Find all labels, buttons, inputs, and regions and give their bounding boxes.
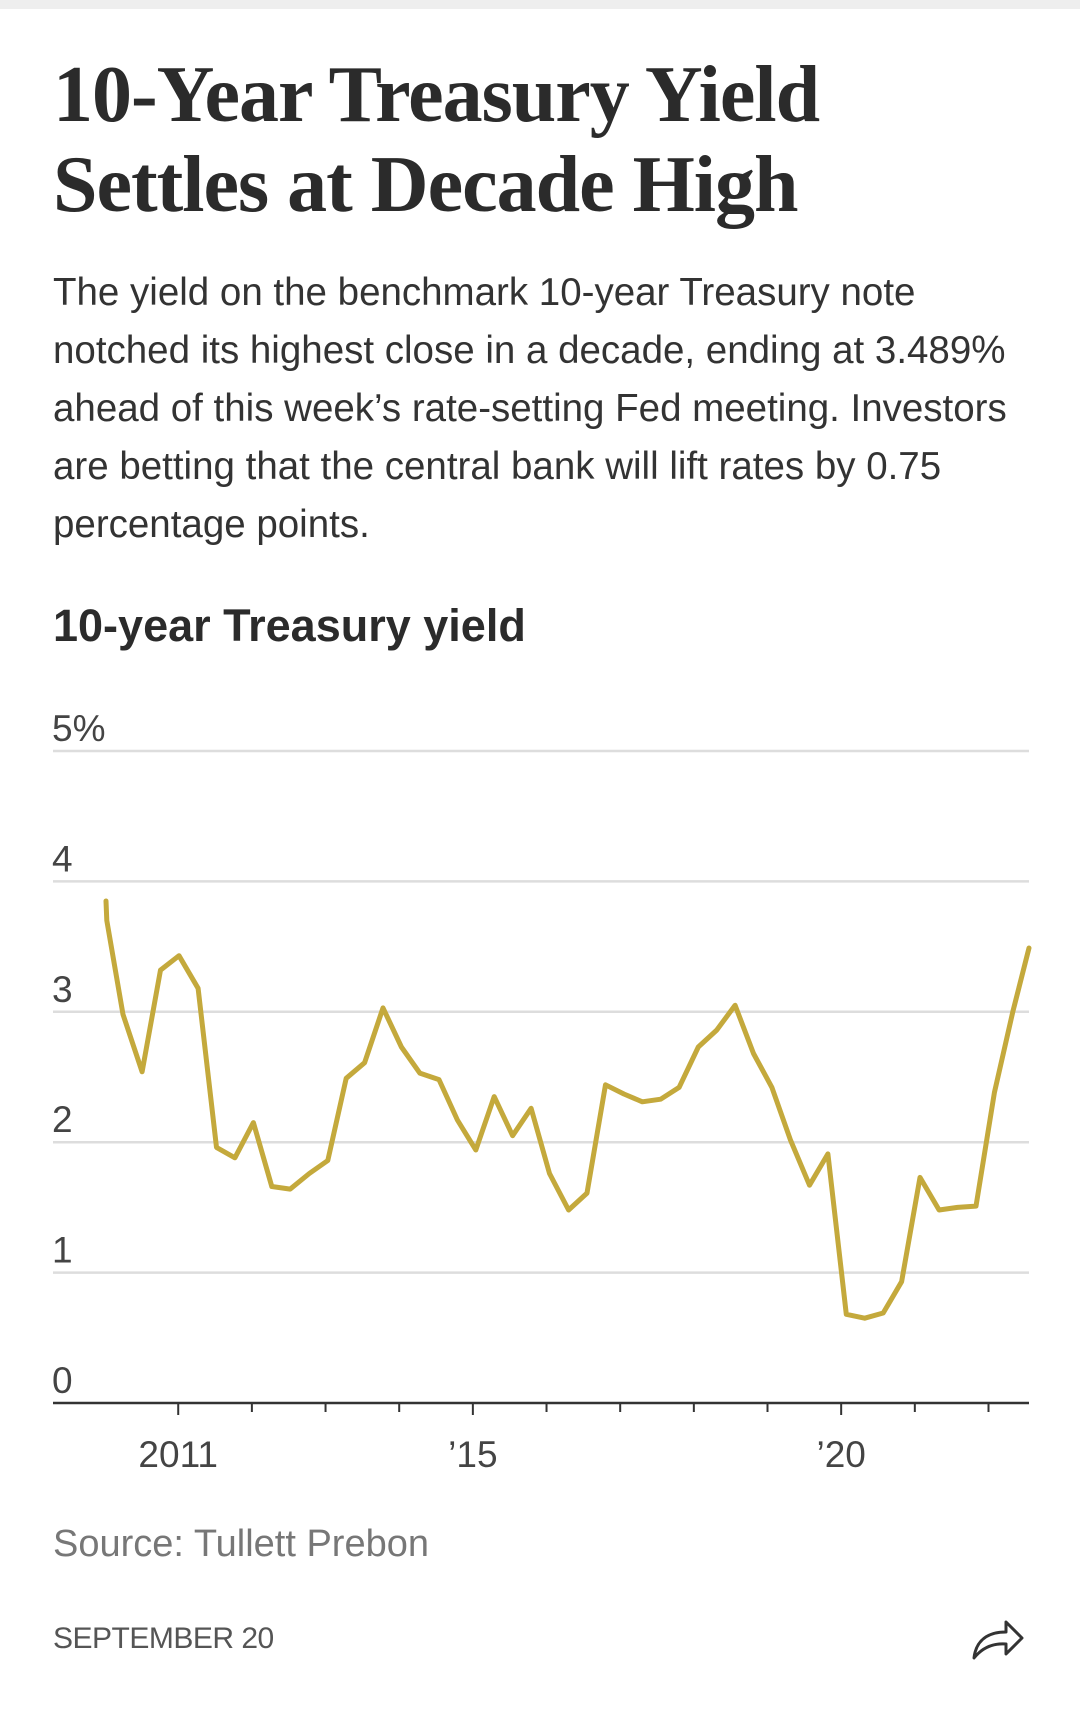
yield-line <box>103 898 1032 1321</box>
y-tick-label: 5% <box>52 708 105 749</box>
source: Source: Tullett Prebon <box>53 1523 429 1565</box>
chart-subtitle: 10-year Treasury yield <box>53 600 526 651</box>
y-tick-label: 1 <box>52 1230 73 1271</box>
x-tick-label: 2011 <box>138 1434 218 1475</box>
description: The yield on the benchmark 10-year Treas… <box>53 271 1007 546</box>
y-tick-label: 4 <box>52 838 73 879</box>
share-icon[interactable] <box>972 1620 1024 1660</box>
headline: 10-Year Treasury Yield Settles at Decade… <box>53 51 820 229</box>
top-bar <box>0 0 1080 9</box>
x-tick-label: ’20 <box>816 1434 865 1475</box>
y-tick-label: 3 <box>52 969 73 1010</box>
date: SEPTEMBER 20 <box>53 1622 274 1655</box>
share-button[interactable] <box>966 1610 1026 1666</box>
y-tick-label: 2 <box>52 1099 73 1140</box>
x-tick-label: ’15 <box>448 1434 497 1475</box>
y-tick-label: 0 <box>52 1360 73 1401</box>
